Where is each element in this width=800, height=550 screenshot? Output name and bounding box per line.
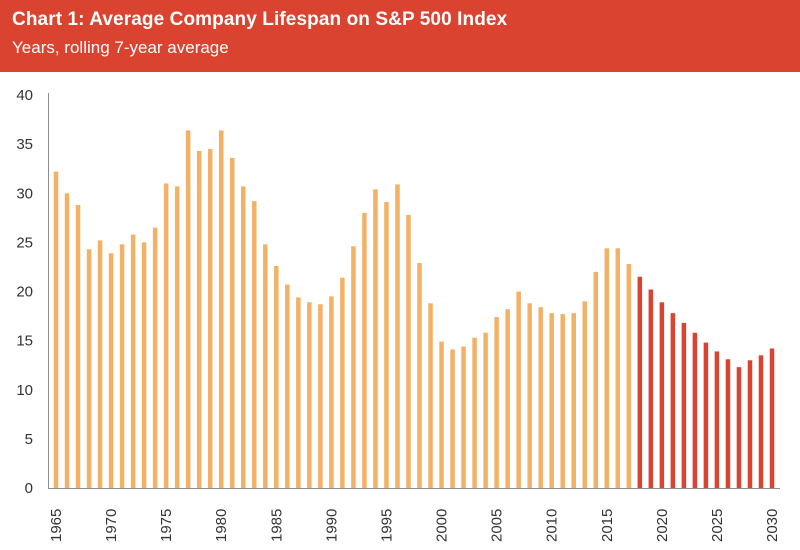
chart-subtitle: Years, rolling 7-year average [12,38,229,57]
y-tick-label: 0 [25,480,33,497]
bar-historical [483,332,488,488]
bar-historical [97,240,103,488]
bar-historical [604,248,610,488]
x-tick-label: 1975 [158,509,175,542]
bar-historical [428,303,433,488]
bar-historical [527,303,532,488]
x-tick-label: 1985 [268,509,285,542]
bar-historical [318,304,323,488]
x-tick-label: 1970 [103,509,120,542]
y-tick-label: 20 [16,284,33,301]
bar-forecast [692,332,698,488]
y-tick-label: 10 [16,382,33,399]
x-tick-label: 2030 [764,509,781,542]
bar-forecast [714,351,720,488]
bar-forecast [758,355,764,488]
bar-forecast [659,302,665,488]
bar-historical [439,341,444,488]
x-tick-label: 1965 [48,509,65,542]
bar-historical [230,157,235,488]
bar-historical [351,246,356,488]
bar-historical [494,317,499,488]
bar-forecast [747,360,753,488]
bar-historical [505,309,510,488]
bar-forecast [670,313,676,488]
y-tick-label: 5 [25,431,33,448]
bar-historical [582,301,587,488]
bar-historical [86,249,92,488]
bar-historical [406,214,411,488]
bar-historical [241,186,246,488]
bar-historical [274,265,279,488]
x-tick-label: 2025 [709,509,726,542]
bar-historical [461,346,466,488]
bar-forecast [637,276,643,488]
x-tick-label: 2000 [434,509,451,542]
y-tick-label: 25 [16,234,33,251]
y-tick-label: 15 [16,333,33,350]
bar-historical [141,242,147,489]
bar-historical [285,284,290,488]
bar-forecast [681,322,687,488]
bar-forecast [703,342,709,488]
x-tick-label: 1995 [378,509,395,542]
bar-forecast [725,359,731,488]
x-tick-label: 2005 [489,509,506,542]
bar-historical [119,244,125,488]
x-tick-label: 1990 [323,509,340,542]
bar-historical [252,201,257,489]
chart-header: Chart 1: Average Company Lifespan on S&P… [0,0,800,72]
bar-historical [384,202,389,488]
bar-historical [218,130,224,488]
bar-historical [108,253,114,488]
bar-historical [516,291,521,488]
bar-historical [163,183,169,488]
bar-historical [152,227,158,488]
bar-historical [549,313,554,488]
bar-historical [417,263,422,488]
bar-historical [307,302,312,488]
bar-forecast [769,348,775,488]
bar-historical [75,205,81,489]
bar-historical [538,307,543,488]
x-tick-label: 2015 [599,509,616,542]
bar-historical [472,337,477,488]
bar-forecast [648,289,654,488]
y-tick-label: 40 [16,87,33,104]
bar-historical [395,184,400,488]
bar-historical [53,171,59,488]
bar-historical [560,314,565,488]
bar-historical [329,296,334,488]
bar-historical [373,189,378,488]
y-tick-label: 30 [16,185,33,202]
bar-historical [196,151,202,488]
bar-historical [340,277,345,488]
bar-historical [185,130,191,488]
bar-historical [130,234,136,488]
bar-historical [626,263,632,488]
bar-historical [263,244,268,488]
bar-historical [64,193,70,488]
x-tick-label: 2020 [654,509,671,542]
y-tick-label: 35 [16,136,33,153]
bar-historical [362,212,367,488]
bar-historical [571,313,576,488]
bar-historical [174,186,180,488]
bar-historical [207,149,213,489]
bar-historical [615,248,621,488]
chart-title: Chart 1: Average Company Lifespan on S&P… [12,9,508,30]
x-tick-label: 1980 [213,509,230,542]
x-tick-label: 2010 [544,509,561,542]
bar-forecast [736,367,742,488]
bar-historical [296,297,301,488]
bar-historical [450,349,455,488]
bar-historical [593,271,598,488]
